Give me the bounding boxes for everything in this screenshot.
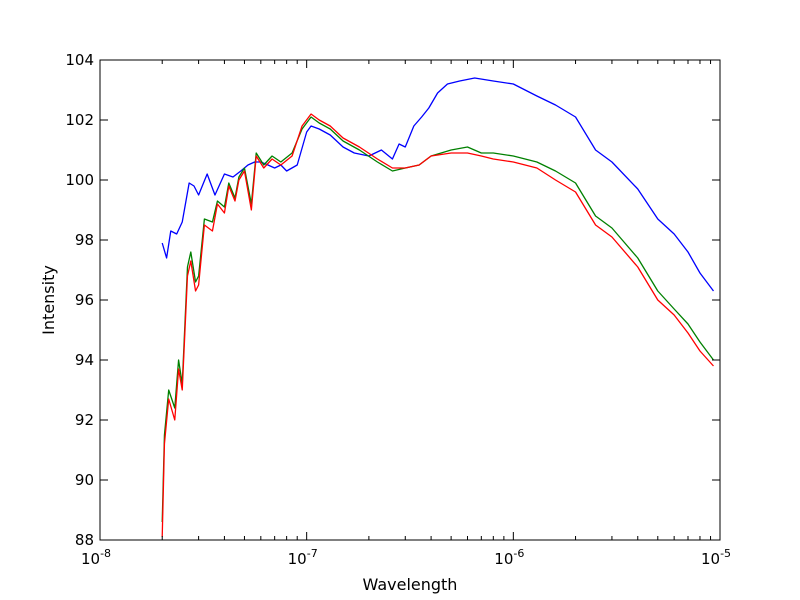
plot-frame [99,59,721,541]
x-tick-base: 10 [494,550,513,568]
y-tick-label: 100 [65,171,94,189]
x-tick-label: 10-8 [81,547,111,568]
x-tick-label: 10-5 [701,547,731,568]
y-tick-label: 98 [75,231,94,249]
series-line-2 [161,116,715,523]
y-tick-label: 92 [75,411,94,429]
series-layer [161,77,715,538]
x-tick-label: 10-7 [288,547,318,568]
series-line-1 [161,77,715,292]
series-line-3 [161,113,714,538]
plot-background [100,60,720,540]
y-tick-label: 96 [75,291,94,309]
x-tick-base: 10 [288,550,307,568]
x-tick-base: 10 [81,550,100,568]
y-axis-label: Intensity [39,265,58,335]
x-tick-exponent: -8 [100,547,111,560]
x-tick-label: 10-6 [494,547,524,568]
y-tick-label: 94 [75,351,94,369]
y-tick-label: 102 [65,111,94,129]
y-ticks: 88 90 92 94 96 98 100 102 104 [65,51,720,549]
y-tick-label: 88 [75,531,94,549]
x-tick-base: 10 [701,550,720,568]
x-axis-label: Wavelength [363,575,458,594]
x-ticks: 10-8 10-7 10-6 10-5 [81,60,731,568]
x-tick-exponent: -7 [307,547,318,560]
y-tick-label: 104 [65,51,94,69]
y-tick-label: 90 [75,471,94,489]
x-tick-exponent: -5 [720,547,731,560]
x-tick-exponent: -6 [513,547,524,560]
